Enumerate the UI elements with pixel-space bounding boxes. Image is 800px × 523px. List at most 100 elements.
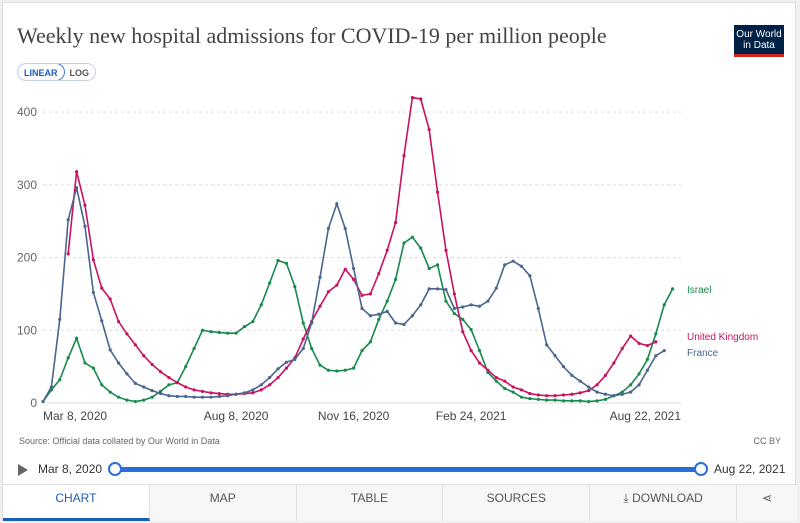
point-united-kingdom-47 (461, 330, 465, 334)
point-israel-34 (326, 368, 331, 372)
point-israel-58 (528, 397, 532, 401)
point-france-68 (612, 394, 616, 398)
point-united-kingdom-35 (360, 293, 364, 297)
point-united-kingdom-26 (284, 366, 289, 370)
point-israel-61 (553, 398, 557, 402)
timeline-end-handle[interactable] (694, 462, 708, 476)
point-france-20 (209, 395, 213, 399)
point-israel-12 (142, 398, 146, 402)
timeline-start-handle[interactable] (108, 462, 122, 476)
point-france-39 (368, 314, 372, 318)
point-france-13 (150, 389, 154, 393)
point-united-kingdom-7 (125, 332, 129, 336)
point-united-kingdom-64 (603, 373, 608, 377)
point-israel-48 (444, 299, 448, 303)
point-united-kingdom-58 (553, 394, 557, 398)
linear-scale-button[interactable]: LINEAR (18, 64, 65, 80)
point-united-kingdom-65 (612, 361, 616, 365)
point-israel-25 (251, 319, 255, 324)
point-israel-42 (393, 277, 398, 281)
point-israel-18 (192, 346, 196, 351)
point-france-55 (503, 263, 507, 267)
point-france-38 (360, 306, 364, 311)
point-united-kingdom-40 (402, 154, 406, 158)
point-israel-65 (587, 399, 591, 404)
x-tick-label-3: Feb 24, 2021 (436, 409, 507, 423)
point-united-kingdom-31 (326, 290, 331, 294)
point-united-kingdom-55 (528, 391, 532, 396)
point-united-kingdom-45 (444, 248, 448, 252)
point-united-kingdom-68 (637, 341, 641, 345)
scale-toggle: LINEAR LOG (17, 63, 96, 81)
point-united-kingdom-57 (545, 394, 549, 398)
point-france-56 (511, 259, 515, 263)
tab-download[interactable]: ⤓ DOWNLOAD (590, 485, 737, 521)
point-france-24 (242, 391, 247, 395)
tab-chart[interactable]: CHART (3, 485, 150, 521)
point-france-29 (284, 360, 289, 364)
point-france-71 (637, 383, 641, 387)
logo-line-2: in Data (743, 40, 775, 51)
point-united-kingdom-67 (629, 334, 633, 338)
chart-title: Weekly new hospital admissions for COVID… (17, 23, 607, 48)
point-israel-52 (477, 349, 482, 353)
point-israel-22 (226, 331, 230, 335)
point-france-65 (587, 385, 591, 389)
timeline-start-label: Mar 8, 2020 (38, 462, 103, 476)
point-france-5 (83, 224, 87, 228)
point-united-kingdom-5 (108, 297, 112, 301)
point-united-kingdom-18 (217, 391, 221, 396)
point-israel-60 (545, 398, 549, 402)
point-united-kingdom-6 (116, 319, 121, 324)
point-israel-13 (150, 395, 154, 399)
point-france-21 (217, 394, 221, 399)
point-united-kingdom-41 (410, 95, 414, 100)
point-france-27 (268, 375, 272, 380)
point-israel-45 (419, 246, 423, 250)
point-france-62 (561, 365, 566, 369)
point-france-57 (519, 264, 524, 268)
timeline-end-label: Aug 22, 2021 (714, 462, 786, 476)
point-united-kingdom-17 (209, 391, 213, 395)
point-united-kingdom-42 (419, 97, 423, 101)
point-france-3 (66, 218, 70, 222)
point-israel-17 (184, 365, 188, 369)
owid-logo[interactable]: Our World in Data (734, 25, 784, 57)
log-scale-button[interactable]: LOG (69, 68, 90, 78)
point-france-14 (158, 391, 163, 396)
point-united-kingdom-23 (259, 388, 263, 392)
point-israel-26 (259, 303, 263, 307)
point-israel-56 (511, 390, 515, 394)
license-link[interactable]: CC BY (753, 436, 781, 446)
point-israel-29 (284, 261, 289, 265)
point-france-53 (486, 299, 490, 303)
timeline-track[interactable] (115, 467, 703, 472)
line-chart: 0 100 200 300 400 Mar 8, 2020 Aug 8, 2020 Nov 1… (17, 95, 758, 423)
y-tick-label-200: 200 (17, 251, 37, 265)
point-france-12 (142, 385, 146, 389)
point-united-kingdom-33 (343, 267, 347, 271)
tab-sources[interactable]: SOURCES (443, 485, 591, 521)
point-france-46 (427, 287, 431, 291)
point-france-18 (192, 395, 196, 399)
point-france-36 (343, 226, 347, 231)
point-israel-41 (385, 299, 389, 303)
point-france-48 (444, 287, 448, 292)
point-israel-44 (410, 235, 414, 239)
point-france-42 (393, 321, 398, 325)
point-israel-23 (234, 331, 238, 335)
point-israel-8 (108, 390, 112, 394)
point-united-kingdom-66 (620, 346, 624, 351)
point-israel-63 (570, 399, 574, 403)
point-israel-5 (83, 361, 87, 365)
timeline: Mar 8, 2020 Aug 22, 2021 (3, 458, 797, 482)
tab-table[interactable]: TABLE (297, 485, 444, 521)
point-israel-32 (310, 346, 314, 351)
point-france-25 (251, 388, 255, 392)
share-button[interactable]: ⋖ (737, 485, 797, 521)
point-israel-2 (58, 378, 62, 382)
y-tick-label-0: 0 (30, 396, 37, 410)
tab-map[interactable]: MAP (150, 485, 297, 521)
play-icon[interactable] (18, 464, 28, 476)
point-france-40 (377, 312, 381, 316)
